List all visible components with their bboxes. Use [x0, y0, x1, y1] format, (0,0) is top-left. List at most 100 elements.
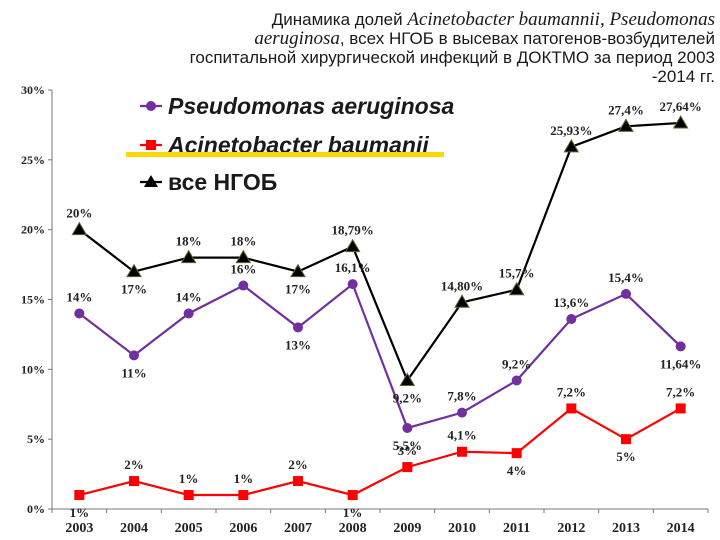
data-point [129, 476, 139, 487]
data-point [566, 314, 577, 325]
data-label: 14% [176, 289, 202, 304]
data-point [290, 263, 306, 278]
title-line-1: Динамика долей Acinetobacter baumannii, … [0, 10, 715, 29]
x-tick-label: 2007 [284, 521, 312, 536]
data-label: 9,2% [502, 357, 531, 372]
data-point [457, 446, 467, 457]
data-label: 7,2% [557, 384, 586, 399]
chart-title: Динамика долей Acinetobacter baumannii, … [0, 10, 715, 86]
x-tick-label: 2008 [339, 521, 367, 536]
y-tick-label: 20% [21, 223, 45, 237]
x-tick-label: 2003 [65, 521, 93, 536]
data-label: 18% [230, 234, 256, 249]
x-tick-label: 2012 [557, 521, 585, 536]
data-point [74, 308, 85, 319]
x-tick-label: 2006 [229, 521, 257, 536]
data-label: 14,80% [441, 278, 483, 293]
data-label: 20% [66, 206, 92, 221]
y-tick-label: 5% [27, 432, 45, 446]
data-label: 15,4% [608, 270, 644, 285]
data-label: 9,2% [393, 391, 422, 406]
data-point [402, 422, 413, 433]
data-point [238, 490, 249, 501]
data-label: 7,8% [447, 389, 476, 404]
legend-highlight [126, 152, 444, 157]
x-tick-label: 2004 [120, 521, 148, 536]
data-label: 18% [176, 234, 202, 249]
title-line-4: -2014 гг. [651, 67, 715, 86]
title-text: Динамика долей [271, 10, 408, 29]
data-point [126, 263, 142, 278]
data-label: 2% [124, 457, 144, 472]
data-point [618, 118, 634, 132]
data-point [71, 221, 88, 236]
data-point [675, 341, 686, 352]
series-line [79, 407, 682, 497]
data-point [74, 490, 85, 501]
y-tick-label: 30% [21, 83, 45, 97]
data-label: 1% [343, 505, 363, 520]
title-species: aeruginosa [254, 28, 340, 49]
data-point [675, 403, 686, 414]
data-point [454, 294, 470, 308]
x-tick-label: 2014 [667, 521, 695, 536]
data-label: 17% [285, 282, 311, 297]
data-label: 11,64% [660, 356, 702, 371]
data-label: 15,7% [499, 266, 535, 281]
data-point [511, 375, 522, 386]
data-point [563, 138, 580, 153]
data-label: 1% [179, 471, 199, 486]
data-point [402, 462, 413, 473]
y-tick-label: 25% [21, 153, 45, 167]
data-label: 14% [66, 289, 92, 304]
x-tick-label: 2009 [393, 521, 421, 536]
data-label: 5% [616, 449, 636, 464]
data-point [293, 476, 303, 487]
data-label: 13,6% [553, 295, 589, 310]
data-label: 4% [507, 463, 527, 478]
data-point [399, 372, 416, 387]
data-point [566, 403, 577, 414]
data-point [457, 407, 467, 418]
y-tick-label: 0% [27, 502, 45, 516]
data-label: 25,93% [550, 123, 592, 138]
data-point [621, 288, 631, 299]
data-label: 2% [288, 457, 308, 472]
data-label: 4,1% [447, 428, 476, 443]
data-point [672, 114, 689, 129]
legend-marker [146, 140, 156, 150]
x-tick-label: 2010 [448, 521, 476, 536]
data-label: 11% [121, 365, 146, 380]
title-line-2: aeruginosa, всех НГОБ в высевах патогено… [0, 29, 715, 48]
y-tick-label: 10% [21, 362, 45, 376]
title-line-3: госпитальной хирургической инфекций в ДО… [189, 48, 715, 67]
data-label: 27,64% [660, 99, 702, 114]
data-label: 27,4% [608, 102, 644, 117]
data-point [508, 281, 525, 296]
title-text: , всех НГОБ в высевах патогенов-возбудит… [339, 29, 715, 48]
data-label: 7,2% [666, 384, 695, 399]
x-tick-label: 2013 [612, 521, 640, 536]
data-point [347, 490, 358, 501]
title-species: Acinetobacter baumannii, Pseudomonas [407, 9, 715, 30]
data-point [235, 249, 252, 264]
series-line [78, 282, 682, 430]
legend-marker [146, 101, 156, 111]
data-label: 5,5% [393, 438, 422, 453]
data-label: 16,1% [335, 260, 371, 275]
data-point [129, 350, 139, 361]
data-label: 18,79% [332, 223, 374, 238]
data-point [344, 238, 361, 253]
data-label: 16% [230, 262, 256, 277]
data-point [511, 448, 522, 459]
data-point [238, 280, 249, 291]
x-tick-label: 2005 [175, 521, 203, 536]
y-tick-label: 15% [21, 293, 45, 307]
series-line [78, 121, 681, 383]
data-point [183, 308, 194, 319]
data-label: 1% [234, 471, 254, 486]
data-label: 17% [121, 282, 147, 297]
data-point [621, 434, 631, 445]
data-label: 13% [285, 337, 311, 352]
